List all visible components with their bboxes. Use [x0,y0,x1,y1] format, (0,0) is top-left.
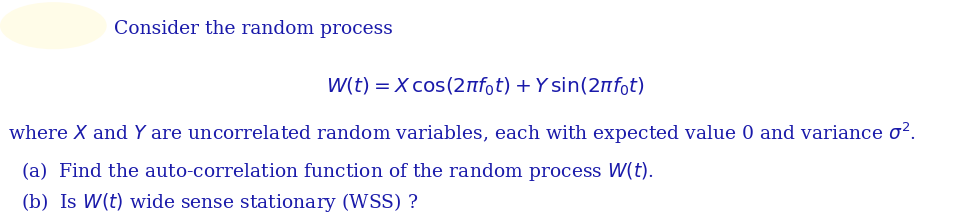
Text: where $X$ and $Y$ are uncorrelated random variables, each with expected value 0 : where $X$ and $Y$ are uncorrelated rando… [8,121,915,147]
Text: (a)  Find the auto-correlation function of the random process $W(t)$.: (a) Find the auto-correlation function o… [21,160,654,183]
Text: (b)  Is $W(t)$ wide sense stationary (WSS) ?: (b) Is $W(t)$ wide sense stationary (WSS… [21,191,418,214]
Text: $W(t) = X\,\cos(2\pi f_0 t) + Y\,\sin(2\pi f_0 t)$: $W(t) = X\,\cos(2\pi f_0 t) + Y\,\sin(2\… [326,76,643,98]
Ellipse shape [0,2,107,49]
Text: Consider the random process: Consider the random process [114,20,393,38]
